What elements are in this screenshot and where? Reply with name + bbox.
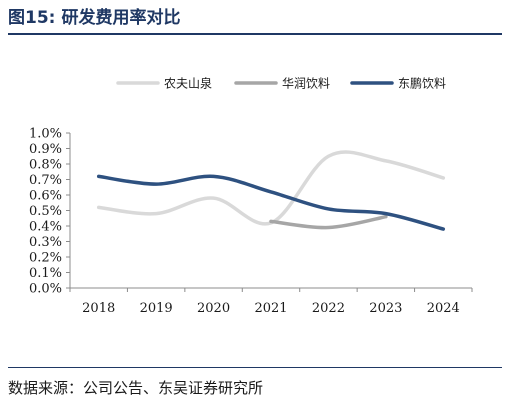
chart-legend: 农夫山泉 华润饮料 东鹏饮料 — [116, 77, 446, 91]
legend-item: 东鹏饮料 — [350, 77, 446, 91]
chart-title: 研发费用率对比 — [61, 8, 181, 28]
x-tick-label: 2022 — [312, 301, 345, 316]
y-axis: 0.0%0.1%0.2%0.3%0.4%0.5%0.6%0.7%0.8%0.9%… — [29, 127, 71, 297]
y-tick-label: 0.5% — [29, 204, 62, 219]
y-tick-label: 0.1% — [29, 266, 62, 281]
series-3 — [96, 174, 446, 231]
x-tick-label: 2024 — [427, 301, 460, 316]
y-tick-label: 1.0% — [29, 127, 62, 142]
series-line-3 — [96, 174, 446, 231]
line-chart: 农夫山泉 华润饮料 东鹏饮料 0.0%0.1%0.2%0.3%0.4%0.5%0.6… — [29, 77, 473, 316]
source-divider — [8, 367, 502, 368]
legend-label: 华润饮料 — [282, 77, 330, 91]
y-tick-label: 0.8% — [29, 158, 62, 173]
legend-label: 农夫山泉 — [164, 77, 212, 91]
figure-title: 图15: 研发费用率对比 — [8, 4, 502, 34]
x-axis: 2018 2019 2020 2021 2022 2023 2024 — [69, 287, 473, 316]
series-layer — [96, 150, 446, 231]
x-tick-label: 2020 — [197, 301, 230, 316]
y-tick-label: 0.2% — [29, 251, 62, 266]
y-tick-label: 0.6% — [29, 189, 62, 204]
x-tick-label: 2018 — [82, 301, 115, 316]
title-divider — [8, 33, 502, 35]
y-tick-label: 0.9% — [29, 142, 62, 157]
legend-label: 东鹏饮料 — [398, 77, 446, 91]
legend-item: 华润饮料 — [234, 77, 330, 91]
y-tick-label: 0.0% — [29, 282, 62, 297]
x-tick-label: 2021 — [254, 301, 287, 316]
x-tick-label: 2023 — [369, 301, 402, 316]
source-note: 数据来源：公司公告、东吴证券研究所 — [8, 379, 264, 397]
legend-item: 农夫山泉 — [116, 77, 212, 91]
series-2 — [269, 214, 388, 230]
y-tick-label: 0.7% — [29, 173, 62, 188]
y-tick-label: 0.3% — [29, 235, 62, 250]
y-tick-label: 0.4% — [29, 220, 62, 235]
figure-number: 图15: — [8, 8, 56, 28]
x-tick-label: 2019 — [140, 301, 173, 316]
series-line-2 — [269, 214, 388, 230]
